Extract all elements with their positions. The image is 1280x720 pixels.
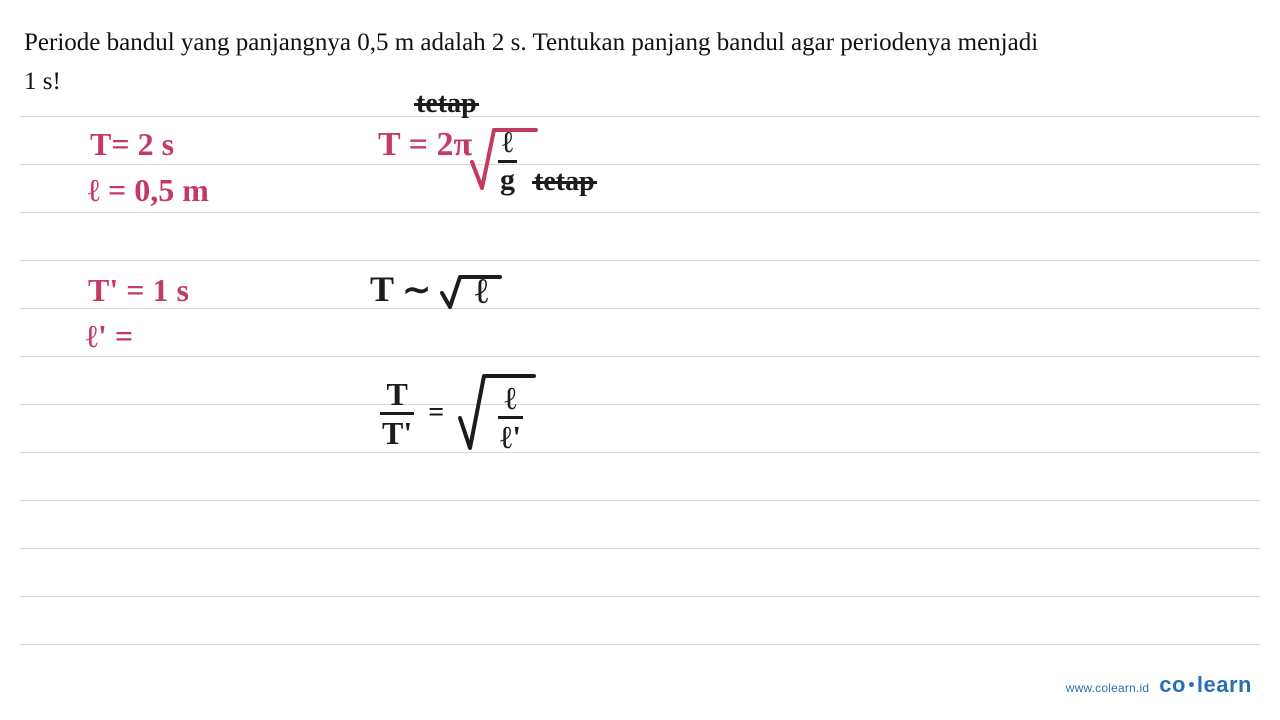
page: Periode bandul yang panjangnya 0,5 m ada… bbox=[0, 0, 1280, 720]
given-l: ℓ = 0,5 m bbox=[88, 172, 209, 209]
proportional-relation: T ∼ ℓ bbox=[370, 268, 524, 314]
formula-T-eq-2pi: T = 2π bbox=[378, 126, 472, 164]
fraction-numerator: ℓ bbox=[500, 128, 515, 158]
rule-line bbox=[20, 500, 1260, 501]
question-line2: 1 s! bbox=[24, 68, 61, 95]
rule-line bbox=[20, 644, 1260, 645]
ratio-sqrt-num: ℓ bbox=[503, 382, 519, 414]
ratio-num: T bbox=[384, 378, 409, 410]
strike-text: tetap bbox=[416, 88, 477, 119]
footer: www.colearn.id colearn bbox=[1066, 672, 1252, 698]
rule-line bbox=[20, 356, 1260, 357]
formula-fraction-lg: ℓ g bbox=[498, 128, 517, 195]
sqrt-small-icon bbox=[440, 271, 502, 314]
rule-line bbox=[20, 596, 1260, 597]
tilde-icon: ∼ bbox=[402, 272, 431, 309]
rule-line bbox=[20, 308, 1260, 309]
rule-line bbox=[20, 452, 1260, 453]
fraction-denominator: g bbox=[498, 165, 517, 195]
strike-text: tetap bbox=[534, 166, 595, 197]
prop-l: ℓ bbox=[475, 271, 489, 311]
ratio-equation: T T' = ℓ ℓ' bbox=[380, 370, 569, 456]
brand-left: co bbox=[1159, 672, 1186, 697]
annotation-tetap-top: tetap bbox=[416, 88, 477, 120]
given-T-prime: T' = 1 s bbox=[88, 272, 189, 309]
question-text: Periode bandul yang panjangnya 0,5 m ada… bbox=[20, 24, 1260, 110]
brand-right: learn bbox=[1197, 672, 1252, 697]
given-l-prime: ℓ' = bbox=[86, 318, 133, 355]
rule-line bbox=[20, 260, 1260, 261]
ratio-sqrt-den: ℓ' bbox=[498, 421, 523, 453]
rule-line bbox=[20, 164, 1260, 165]
rule-line bbox=[20, 404, 1260, 405]
dot-icon bbox=[1189, 682, 1194, 687]
footer-brand: colearn bbox=[1159, 672, 1252, 698]
footer-url: www.colearn.id bbox=[1066, 681, 1150, 695]
rule-line bbox=[20, 212, 1260, 213]
prop-T: T bbox=[370, 269, 393, 309]
given-T: T= 2 s bbox=[90, 126, 174, 163]
annotation-tetap-side: tetap bbox=[534, 166, 595, 198]
rule-line bbox=[20, 548, 1260, 549]
sqrt-ratio-icon bbox=[458, 370, 536, 456]
question-line1: Periode bandul yang panjangnya 0,5 m ada… bbox=[24, 29, 1038, 56]
equals-sign: = bbox=[428, 397, 444, 428]
ratio-den: T' bbox=[380, 417, 414, 449]
rule-line bbox=[20, 116, 1260, 117]
